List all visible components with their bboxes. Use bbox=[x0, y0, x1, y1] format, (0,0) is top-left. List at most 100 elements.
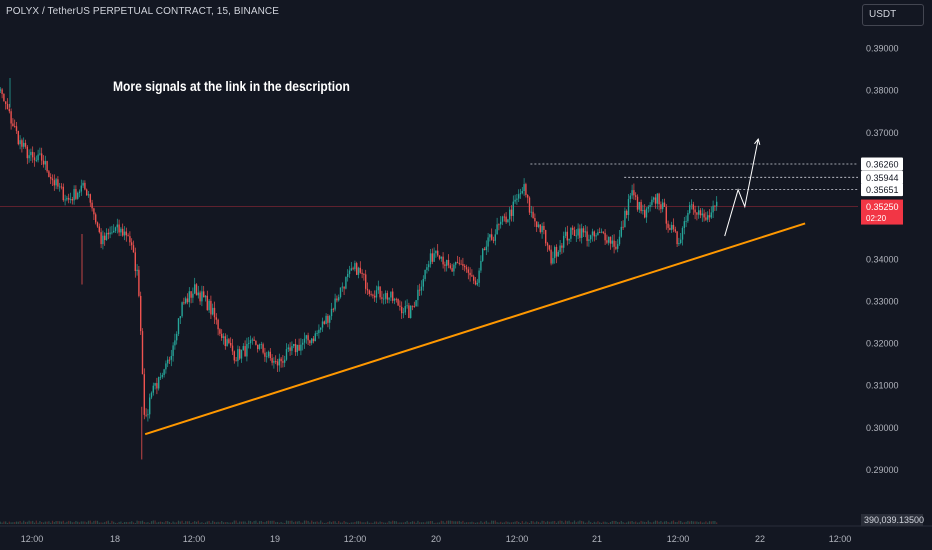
candle-body bbox=[653, 197, 655, 200]
volume-bar bbox=[593, 521, 595, 524]
volume-bar bbox=[282, 522, 284, 524]
candle-body bbox=[593, 231, 595, 237]
volume-bar bbox=[127, 522, 129, 524]
candle-body bbox=[557, 251, 559, 257]
candle-body bbox=[167, 359, 169, 364]
candle-body bbox=[341, 286, 343, 288]
volume-bar bbox=[564, 520, 567, 524]
volume-bar bbox=[267, 520, 270, 524]
volume-bar bbox=[676, 522, 678, 524]
volume-bar bbox=[392, 520, 394, 524]
volume-bar bbox=[550, 521, 552, 524]
candle-body bbox=[703, 213, 705, 218]
volume-bar bbox=[341, 522, 343, 524]
volume-bar bbox=[231, 522, 234, 524]
candle-body bbox=[224, 336, 226, 347]
volume-bar bbox=[557, 521, 559, 524]
volume-bar bbox=[246, 522, 248, 524]
candle-body bbox=[620, 226, 622, 237]
volume-bar bbox=[626, 522, 628, 524]
volume-bar bbox=[64, 522, 66, 524]
candle-body bbox=[363, 273, 365, 275]
current-price-label: 0.35250 bbox=[866, 202, 899, 212]
volume-bar bbox=[494, 520, 496, 524]
volume-bar bbox=[222, 522, 225, 524]
candle-body bbox=[685, 221, 687, 222]
candle-body bbox=[107, 232, 109, 235]
candle-body bbox=[449, 265, 451, 269]
volume-bar bbox=[629, 521, 631, 524]
volume-bar bbox=[62, 520, 64, 524]
candle-body bbox=[242, 346, 244, 350]
volume-bar bbox=[424, 522, 426, 524]
resistance-label-box bbox=[861, 170, 903, 184]
volume-bar bbox=[78, 522, 81, 524]
candle-body bbox=[496, 224, 498, 235]
volume-bar bbox=[228, 522, 230, 524]
candle-body bbox=[595, 235, 597, 237]
volume-bar bbox=[617, 522, 619, 524]
volume-bar bbox=[190, 522, 192, 524]
candle-body bbox=[325, 315, 327, 324]
time-tick-label: 21 bbox=[592, 534, 602, 544]
candle-body bbox=[485, 246, 487, 251]
volume-bar bbox=[563, 522, 565, 524]
candle-body bbox=[280, 358, 282, 362]
candle-body bbox=[276, 361, 279, 366]
candle-body bbox=[415, 300, 417, 307]
volume-bar bbox=[111, 520, 113, 524]
candle-body bbox=[534, 218, 536, 222]
volume-bar bbox=[712, 521, 714, 524]
candle-body bbox=[638, 202, 640, 210]
candle-body bbox=[98, 226, 100, 233]
volume-bar bbox=[273, 520, 275, 524]
volume-bar bbox=[59, 521, 61, 524]
candle-body bbox=[327, 315, 329, 323]
candle-body bbox=[424, 269, 426, 279]
volume-label-box bbox=[861, 514, 923, 526]
candle-body bbox=[0, 89, 2, 91]
volume-bar bbox=[687, 520, 689, 524]
volume-bar bbox=[532, 521, 534, 524]
candle-body bbox=[698, 210, 700, 215]
candle-body bbox=[269, 351, 271, 359]
volume-bar bbox=[123, 522, 126, 524]
candle-body bbox=[555, 246, 558, 257]
candle-body bbox=[12, 123, 14, 127]
volume-bar bbox=[305, 520, 307, 524]
volume-bar bbox=[554, 521, 556, 524]
volume-bar bbox=[212, 520, 214, 524]
volume-bar bbox=[636, 522, 639, 524]
candle-body bbox=[354, 263, 356, 270]
volume-bar bbox=[330, 522, 333, 524]
candle-body bbox=[451, 268, 453, 272]
current-price-tag bbox=[861, 199, 903, 225]
candle-body bbox=[273, 360, 275, 363]
candle-body bbox=[656, 193, 658, 204]
volume-bar bbox=[251, 522, 253, 524]
time-tick-label: 22 bbox=[755, 534, 765, 544]
volume-bar bbox=[233, 520, 235, 524]
volume-bar bbox=[28, 520, 30, 524]
volume-bar bbox=[208, 520, 210, 524]
candle-body bbox=[266, 356, 268, 358]
candle-body bbox=[136, 269, 138, 272]
candle-body bbox=[152, 385, 154, 393]
volume-bar bbox=[476, 522, 478, 524]
volume-bar bbox=[703, 522, 705, 524]
candle-body bbox=[543, 225, 545, 230]
candle-body bbox=[384, 293, 387, 299]
candle-body bbox=[527, 195, 529, 198]
volume-bar bbox=[431, 521, 433, 524]
candle-body bbox=[476, 282, 478, 285]
volume-bar bbox=[143, 522, 145, 524]
currency-selector[interactable]: USDT bbox=[862, 4, 924, 26]
volume-bar bbox=[608, 522, 610, 524]
candle-body bbox=[190, 291, 192, 298]
candle-body bbox=[395, 298, 397, 300]
volume-bar bbox=[579, 520, 581, 524]
candle-body bbox=[635, 195, 637, 197]
candle-body bbox=[195, 284, 198, 296]
symbol-header: POLYX / TetherUS PERPETUAL CONTRACT, 15,… bbox=[6, 6, 280, 17]
